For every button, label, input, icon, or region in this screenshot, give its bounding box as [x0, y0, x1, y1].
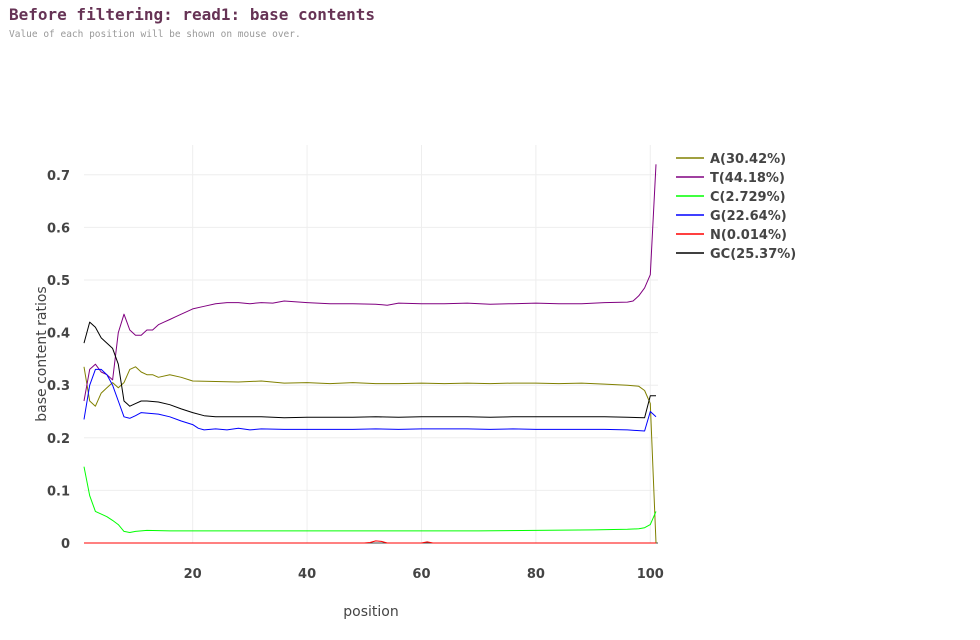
- series-lines[interactable]: [83, 164, 657, 544]
- x-tick-label: 20: [184, 567, 202, 582]
- y-tick-label: 0.5: [47, 274, 70, 289]
- x-tick-label: 80: [527, 567, 545, 582]
- series-line[interactable]: [84, 540, 656, 544]
- x-axis-ticks: 20 40 60 80 100: [184, 567, 664, 582]
- y-axis-title: base content ratios: [34, 286, 50, 421]
- x-tick-label: 100: [637, 567, 664, 582]
- legend[interactable]: A(30.42%) T(44.18%) C(2.729%) G(22.64%) N(0.…: [676, 152, 796, 262]
- y-tick-label: 0: [61, 537, 70, 552]
- grid-lines: [84, 145, 658, 543]
- series-line[interactable]: [83, 321, 656, 419]
- y-tick-label: 0.1: [47, 484, 70, 499]
- legend-label[interactable]: N(0.014%): [710, 228, 787, 243]
- series-line[interactable]: [83, 466, 657, 533]
- page-subtitle: Value of each position will be shown on …: [9, 29, 301, 40]
- legend-label[interactable]: C(2.729%): [710, 190, 786, 205]
- legend-label[interactable]: G(22.64%): [710, 209, 787, 224]
- x-tick-label: 60: [412, 567, 430, 582]
- legend-label[interactable]: T(44.18%): [710, 171, 785, 186]
- series-line[interactable]: [83, 164, 657, 402]
- legend-label[interactable]: A(30.42%): [710, 152, 786, 167]
- y-tick-label: 0.3: [47, 379, 70, 394]
- y-tick-label: 0.2: [47, 432, 70, 447]
- y-axis-ticks: 0 0.1 0.2 0.3 0.4 0.5 0.6 0.7: [47, 169, 70, 552]
- y-tick-label: 0.6: [47, 221, 70, 236]
- series-line[interactable]: [83, 366, 657, 544]
- series-line[interactable]: [83, 368, 657, 432]
- legend-label[interactable]: GC(25.37%): [710, 247, 796, 262]
- page-title: Before filtering: read1: base contents: [9, 5, 376, 24]
- y-tick-label: 0.4: [47, 327, 70, 342]
- x-axis-title: position: [343, 604, 398, 620]
- y-tick-label: 0.7: [47, 169, 70, 184]
- x-tick-label: 40: [298, 567, 316, 582]
